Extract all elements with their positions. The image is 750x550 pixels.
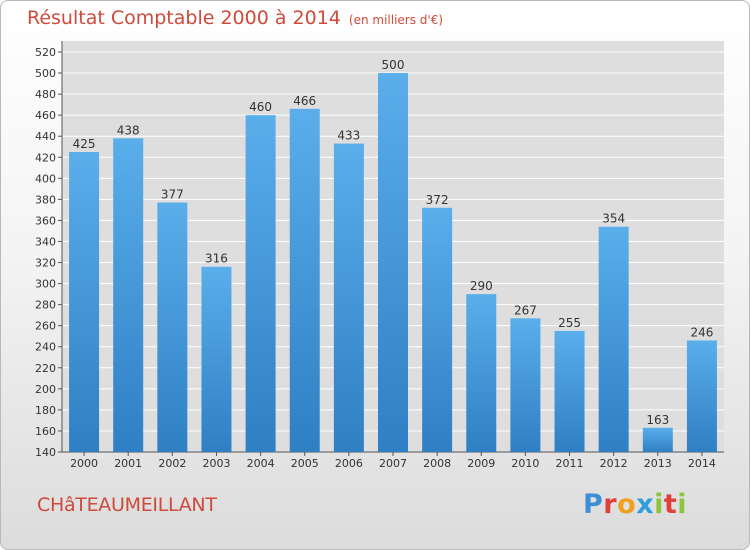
y-tick-label: 320 bbox=[35, 257, 56, 270]
x-tick-label: 2001 bbox=[114, 457, 142, 470]
y-tick-label: 200 bbox=[35, 383, 56, 396]
y-tick-label: 500 bbox=[35, 67, 56, 80]
y-tick-label: 160 bbox=[35, 425, 56, 438]
y-tick-label: 480 bbox=[35, 88, 56, 101]
y-tick-label: 140 bbox=[35, 446, 56, 459]
y-tick-label: 340 bbox=[35, 235, 56, 248]
x-tick-label: 2006 bbox=[335, 457, 363, 470]
x-tick-label: 2002 bbox=[158, 457, 186, 470]
bar-2006 bbox=[333, 143, 364, 452]
y-tick-label: 240 bbox=[35, 341, 56, 354]
x-tick-label: 2007 bbox=[379, 457, 407, 470]
x-tick-label: 2000 bbox=[70, 457, 98, 470]
x-tick-label: 2010 bbox=[511, 457, 539, 470]
town-name: CHâTEAUMEILLANT bbox=[37, 494, 217, 516]
y-tick-label: 280 bbox=[35, 299, 56, 312]
bar-2000 bbox=[69, 152, 100, 452]
data-label: 290 bbox=[470, 279, 493, 293]
data-label: 466 bbox=[293, 94, 316, 108]
x-tick-label: 2005 bbox=[291, 457, 319, 470]
logo-letter: o bbox=[617, 489, 637, 520]
bar-2003 bbox=[201, 266, 232, 452]
y-tick-label: 400 bbox=[35, 172, 56, 185]
data-label: 372 bbox=[426, 193, 449, 207]
y-tick-label: 300 bbox=[35, 278, 56, 291]
logo-letter: i bbox=[677, 489, 688, 520]
x-tick-label: 2004 bbox=[247, 457, 275, 470]
x-tick-label: 2003 bbox=[202, 457, 230, 470]
y-tick-label: 380 bbox=[35, 193, 56, 206]
y-tick-label: 420 bbox=[35, 151, 56, 164]
x-tick-label: 2011 bbox=[556, 457, 584, 470]
bar-2001 bbox=[113, 138, 144, 452]
x-tick-label: 2008 bbox=[423, 457, 451, 470]
bar-2009 bbox=[466, 294, 497, 452]
y-tick-label: 460 bbox=[35, 109, 56, 122]
y-tick-label: 360 bbox=[35, 214, 56, 227]
y-tick-label: 220 bbox=[35, 362, 56, 375]
bar-2012 bbox=[598, 226, 629, 452]
x-tick-label: 2014 bbox=[688, 457, 716, 470]
data-label: 377 bbox=[161, 188, 184, 202]
x-tick-label: 2012 bbox=[600, 457, 628, 470]
y-tick-label: 180 bbox=[35, 404, 56, 417]
logo-letter: x bbox=[636, 489, 655, 520]
chart-title: Résultat Comptable 2000 à 2014 (en millie… bbox=[27, 7, 444, 29]
y-tick-label: 440 bbox=[35, 130, 56, 143]
y-tick-label: 260 bbox=[35, 320, 56, 333]
bar-2008 bbox=[422, 207, 453, 452]
data-label: 438 bbox=[117, 123, 140, 137]
data-label: 255 bbox=[558, 316, 581, 330]
logo-letter: t bbox=[663, 489, 678, 520]
data-label: 316 bbox=[205, 252, 228, 266]
x-tick-label: 2013 bbox=[644, 457, 672, 470]
data-label: 500 bbox=[382, 58, 405, 72]
bar-2002 bbox=[157, 202, 188, 452]
y-tick-label: 520 bbox=[35, 46, 56, 59]
bar-2004 bbox=[245, 115, 276, 452]
data-label: 246 bbox=[690, 325, 713, 339]
logo-letter: i bbox=[654, 489, 664, 520]
data-label: 163 bbox=[646, 413, 669, 427]
proxiti-logo: Proxiti bbox=[583, 489, 687, 520]
data-label: 433 bbox=[337, 129, 360, 143]
logo-letter: r bbox=[603, 489, 618, 520]
bar-2013 bbox=[642, 427, 673, 452]
bar-2005 bbox=[289, 108, 320, 452]
data-label: 354 bbox=[602, 212, 625, 226]
data-label: 425 bbox=[73, 137, 96, 151]
bar-2011 bbox=[554, 330, 585, 452]
logo-letter: P bbox=[583, 489, 604, 520]
chart-subtitle: (en milliers d'€) bbox=[348, 13, 444, 27]
data-label: 460 bbox=[249, 100, 272, 114]
x-tick-label: 2009 bbox=[467, 457, 495, 470]
bar-2014 bbox=[686, 340, 717, 452]
bar-2010 bbox=[510, 318, 541, 452]
bar-2007 bbox=[378, 73, 408, 452]
data-label: 267 bbox=[514, 303, 537, 317]
